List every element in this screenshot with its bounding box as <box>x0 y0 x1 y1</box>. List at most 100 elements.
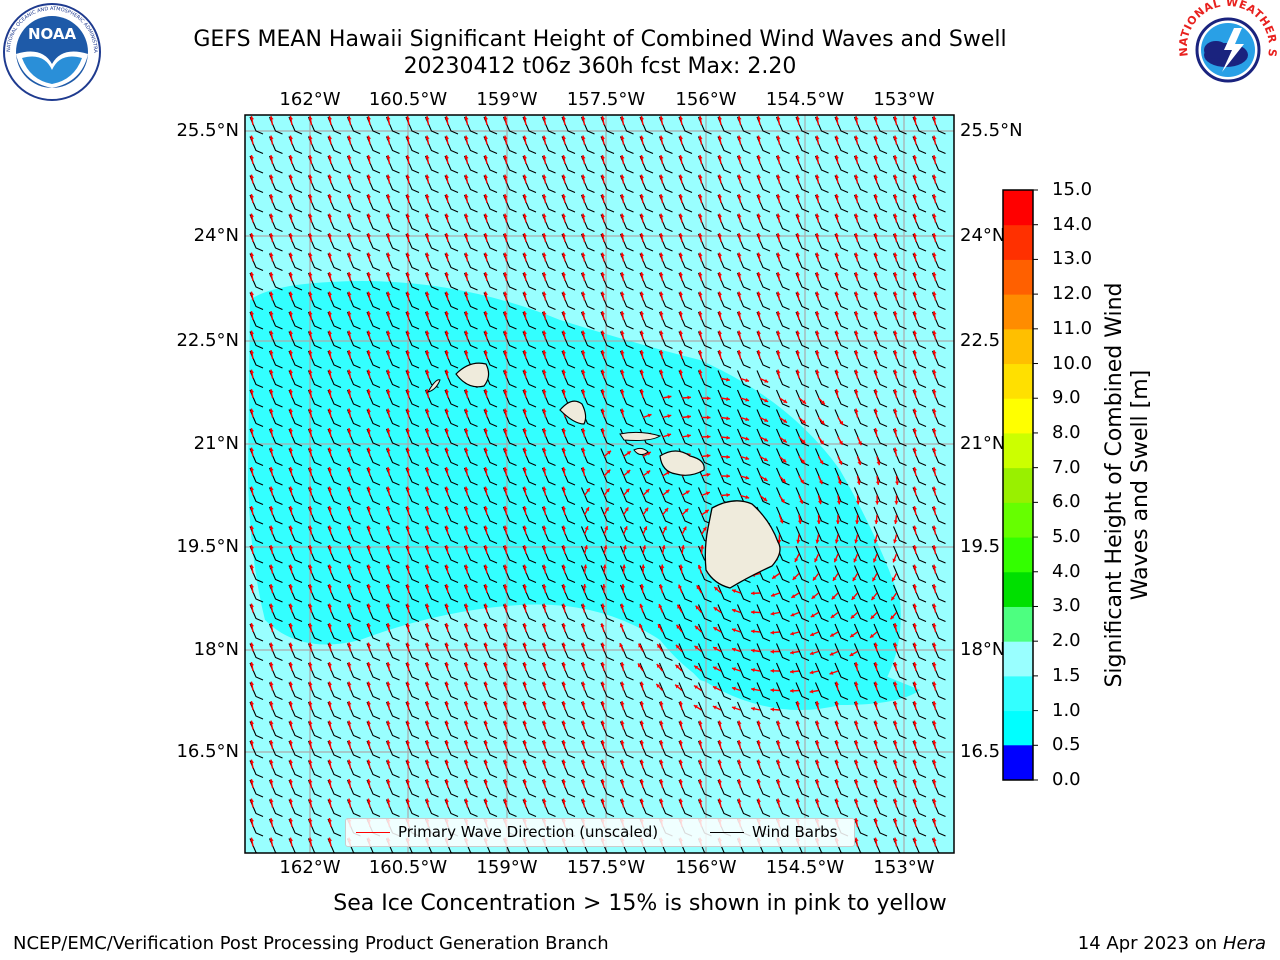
wave-arrow-head <box>620 116 625 120</box>
wave-arrow-head <box>289 350 294 354</box>
wave-arrow-head <box>913 428 918 432</box>
vector-cell <box>678 369 693 389</box>
vector-cell <box>444 291 459 311</box>
wave-arrow-head <box>523 311 528 315</box>
wave-arrow-head <box>367 428 372 432</box>
wave-arrow-head <box>874 135 879 140</box>
vector-cell <box>424 272 439 291</box>
wave-arrow-head <box>581 174 586 179</box>
wave-arrow-head <box>782 438 787 443</box>
vector-cell <box>619 369 634 389</box>
vector-cell <box>619 448 634 467</box>
wave-arrow-head <box>874 213 879 218</box>
vector-cell <box>541 447 556 467</box>
vector-cell <box>444 447 459 467</box>
wind-barb <box>736 409 751 428</box>
wave-arrow-head <box>932 252 937 257</box>
vector-cell <box>463 467 478 486</box>
vector-cell <box>288 135 303 155</box>
vector-cell <box>522 311 537 330</box>
wave-arrow-head <box>523 194 528 198</box>
vector-cell <box>385 486 400 506</box>
vector-cell <box>756 135 771 155</box>
wave-arrow-head <box>601 389 606 393</box>
vector-cell <box>717 213 732 233</box>
wave-arrow-head <box>542 369 547 374</box>
wave-arrow-head <box>932 330 937 335</box>
wave-arrow-head <box>328 369 333 374</box>
wave-arrow-head <box>620 389 625 393</box>
vector-cell <box>600 174 615 194</box>
wave-arrow-head <box>620 194 625 198</box>
wave-arrow-head <box>854 194 859 198</box>
wave-arrow-head <box>542 155 547 159</box>
wave-arrow-head <box>659 213 664 218</box>
vector-cell <box>249 174 264 194</box>
wave-arrow-head <box>406 291 411 296</box>
vector-cell <box>756 330 771 350</box>
wave-arrow-head <box>706 453 711 458</box>
wave-arrow-head <box>737 135 742 140</box>
wind-barb <box>619 448 634 467</box>
vector-cell <box>853 233 868 252</box>
wave-arrow-head <box>874 233 879 237</box>
vector-cell <box>327 233 342 252</box>
vector-cell <box>346 467 361 486</box>
wave-arrow-head <box>347 389 352 393</box>
wave-arrow-head <box>726 396 730 401</box>
wave-arrow-head <box>484 428 489 432</box>
vector-cell <box>385 174 400 194</box>
vector-cell <box>249 467 264 486</box>
vector-cell <box>444 350 459 369</box>
wave-arrow-head <box>581 389 586 393</box>
wave-arrow-head <box>815 135 820 140</box>
vector-cell <box>678 291 693 311</box>
wave-arrow-head <box>854 135 859 140</box>
vector-cell <box>268 174 283 194</box>
vector-cell <box>463 194 478 213</box>
vector-cell <box>288 428 303 447</box>
wave-arrow-head <box>523 135 528 140</box>
wave-arrow-head <box>874 428 879 432</box>
vector-cell <box>639 272 654 291</box>
wave-arrow-head <box>562 233 567 237</box>
wave-arrow-head <box>718 252 723 257</box>
vector-cell <box>658 252 673 272</box>
vector-cell <box>717 467 732 486</box>
vector-cell <box>405 135 420 155</box>
vector-cell <box>346 369 361 389</box>
vector-cell <box>639 467 654 486</box>
wave-arrow-head <box>835 291 840 296</box>
vector-cell <box>697 116 712 135</box>
wave-arrow-head <box>308 408 313 413</box>
vector-cell <box>912 155 927 174</box>
vector-cell <box>931 135 946 155</box>
vector-cell <box>756 155 771 174</box>
wave-arrow-head <box>289 233 294 237</box>
vector-cell <box>931 350 946 369</box>
vector-cell <box>327 389 342 408</box>
wave-arrow-head <box>425 467 430 471</box>
wave-arrow-head <box>250 252 255 257</box>
wave-arrow-head <box>562 330 567 335</box>
vector-cell <box>600 467 615 486</box>
vector-cell <box>853 116 868 135</box>
wave-arrow-head <box>503 350 508 354</box>
wave-arrow-head <box>523 330 528 335</box>
wave-arrow-head <box>835 116 840 120</box>
noaa-logo: NOAA NATIONAL OCEANIC AND ATMOSPHERIC AD… <box>2 2 101 101</box>
wave-arrow-head <box>484 194 489 198</box>
vector-cell <box>834 467 849 486</box>
vector-cell <box>463 116 478 135</box>
wave-arrow-head <box>503 233 508 237</box>
vector-cell <box>619 213 634 233</box>
wave-arrow-head <box>932 447 937 452</box>
wave-arrow-head <box>406 447 411 452</box>
wave-arrow-head <box>601 330 606 335</box>
vector-cell <box>483 408 498 428</box>
vector-cell <box>912 389 927 408</box>
wave-arrow-head <box>796 311 801 315</box>
vector-cell <box>405 155 420 174</box>
vector-cell <box>327 135 342 155</box>
vector-cell <box>736 194 751 213</box>
